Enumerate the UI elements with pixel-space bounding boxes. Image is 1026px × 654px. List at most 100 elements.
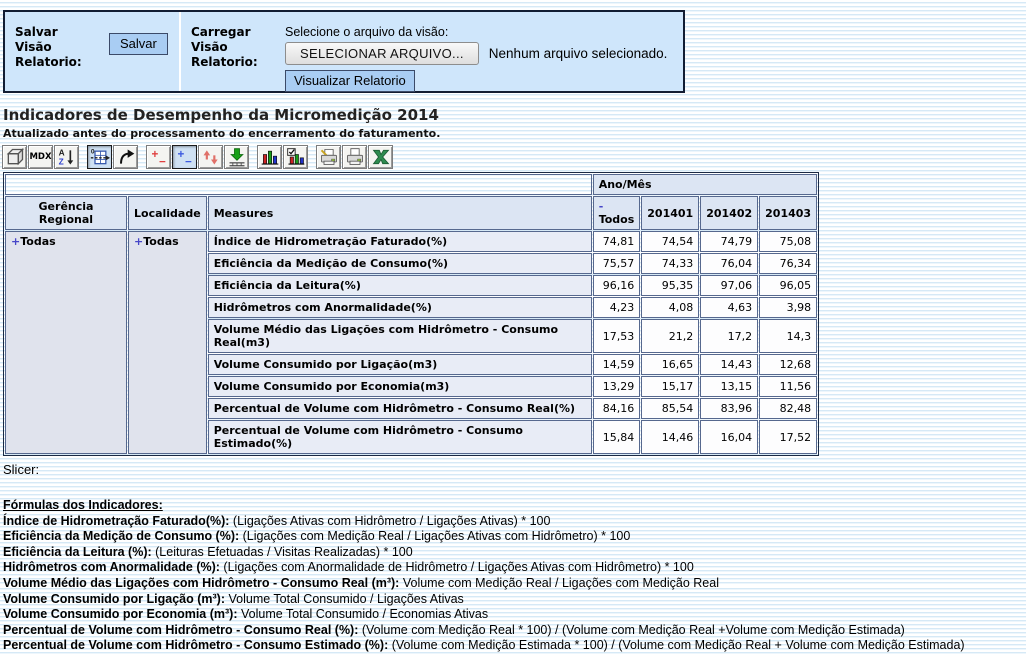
formula-line: Percentual de Volume com Hidrômetro - Co…	[3, 622, 905, 637]
cell-value: 14,46	[641, 420, 700, 454]
expand-icon[interactable]: +	[134, 235, 144, 248]
collapse-icon[interactable]: -	[598, 200, 602, 213]
header-measures: Measures	[207, 196, 592, 230]
measure-label: Eficiência da Leitura(%)	[207, 275, 592, 296]
cell-value: 95,35	[641, 275, 700, 296]
formulas-heading: Fórmulas dos Indicadores:	[3, 498, 163, 512]
pivot-table: Ano/Mês Gerência Regional Localidade Mea…	[3, 172, 820, 456]
show-empty-cells-icon: 0	[90, 147, 110, 167]
formula-line: Hidrômetros com Anormalidade (%): (Ligaç…	[3, 560, 694, 575]
cell-value: 11,56	[759, 376, 818, 397]
formula-line: Percentual de Volume com Hidrômetro - Co…	[3, 638, 965, 653]
cell-value: 4,08	[641, 297, 700, 318]
cell-value: 76,34	[759, 253, 818, 274]
measure-label: Volume Consumido por Economia(m3)	[207, 376, 592, 397]
cell-value: 4,23	[592, 297, 641, 318]
cell-value: 21,2	[641, 319, 700, 353]
row-member-gerencia[interactable]: +Todas	[5, 231, 127, 454]
header-todos: -Todos	[592, 196, 641, 230]
save-button[interactable]: Salvar	[109, 33, 168, 55]
drill-replace-button[interactable]	[198, 145, 223, 169]
print-pdf-button[interactable]	[342, 145, 367, 169]
cell-value: 14,43	[700, 354, 759, 375]
show-empty-cells-button[interactable]: 0	[87, 145, 112, 169]
save-view-label: Salvar Visão Relatorio:	[15, 25, 82, 69]
column-axis-header: Ano/Mês	[592, 174, 818, 195]
cell-value: 74,81	[592, 231, 641, 252]
svg-text:+: +	[177, 148, 184, 161]
cell-value: 75,57	[592, 253, 641, 274]
cell-value: 83,96	[700, 398, 759, 419]
cell-value: 96,16	[592, 275, 641, 296]
table-row: Percentual de Volume com Hidrômetro - Co…	[5, 420, 818, 454]
cell-value: 84,16	[592, 398, 641, 419]
save-load-panel: Salvar Visão Relatorio: Salvar Carregar …	[3, 10, 685, 93]
header-201402: 201402	[700, 196, 759, 230]
header-gerencia-regional: Gerência Regional	[5, 196, 127, 230]
show-chart-button[interactable]	[257, 145, 282, 169]
cell-value: 17,2	[700, 319, 759, 353]
cell-value: 4,63	[700, 297, 759, 318]
cell-value: 74,79	[700, 231, 759, 252]
page-subtitle: Atualizado antes do processamento do enc…	[3, 127, 441, 140]
svg-text:A: A	[58, 147, 64, 157]
table-row: Eficiência da Leitura(%) 96,16 95,35 97,…	[5, 275, 818, 296]
swap-axes-button[interactable]	[113, 145, 138, 169]
page-title: Indicadores de Desempenho da Micromediçã…	[3, 106, 439, 124]
file-prompt-label: Selecione o arquivo da visão:	[285, 25, 449, 39]
olap-navigator-button[interactable]	[2, 145, 27, 169]
formula-line: Índice de Hidrometração Faturado(%): (Li…	[3, 513, 551, 528]
view-report-button[interactable]: Visualizar Relatorio	[285, 70, 415, 92]
swap-axes-icon	[116, 147, 136, 167]
cell-value: 14,3	[759, 319, 818, 353]
select-file-button[interactable]: SELECIONAR ARQUIVO...	[285, 42, 479, 65]
cell-value: 3,98	[759, 297, 818, 318]
cell-value: 85,54	[641, 398, 700, 419]
svg-text:+: +	[151, 148, 158, 161]
formula-line: Volume Consumido por Economia (m³): Volu…	[3, 607, 489, 622]
drill-member-button[interactable]: + −	[146, 145, 171, 169]
table-row: Percentual de Volume com Hidrômetro - Co…	[5, 398, 818, 419]
measure-label: Percentual de Volume com Hidrômetro - Co…	[207, 398, 592, 419]
drill-through-icon	[227, 147, 247, 167]
drill-position-icon: + −	[175, 147, 195, 167]
drill-position-button[interactable]: + −	[172, 145, 197, 169]
drill-replace-icon	[201, 147, 221, 167]
svg-text:Z: Z	[58, 157, 63, 167]
formula-line: Eficiência da Leitura (%): (Leituras Efe…	[3, 544, 413, 559]
chart-config-button[interactable]	[283, 145, 308, 169]
row-member-localidade[interactable]: +Todas	[128, 231, 207, 454]
formula-line: Eficiência da Medição de Consumo (%): (L…	[3, 529, 631, 544]
table-row: Volume Médio das Ligações com Hidrômetro…	[5, 319, 818, 353]
mdx-icon: MDX	[29, 152, 52, 162]
header-201401: 201401	[641, 196, 700, 230]
header-localidade: Localidade	[128, 196, 207, 230]
load-view-label: Carregar Visão Relatorio:	[191, 25, 258, 69]
cell-value: 12,68	[759, 354, 818, 375]
excel-export-icon	[371, 147, 391, 167]
print-config-button[interactable]	[316, 145, 341, 169]
cell-value: 16,04	[700, 420, 759, 454]
mdx-editor-button[interactable]: MDX	[28, 145, 53, 169]
cell-value: 96,05	[759, 275, 818, 296]
table-row: Volume Consumido por Ligação(m3) 14,59 1…	[5, 354, 818, 375]
cube-icon	[5, 147, 25, 167]
table-row: Volume Consumido por Economia(m3) 13,29 …	[5, 376, 818, 397]
drill-through-button[interactable]	[224, 145, 249, 169]
expand-icon[interactable]: +	[11, 235, 21, 248]
cell-value: 17,52	[759, 420, 818, 454]
excel-export-button[interactable]	[368, 145, 393, 169]
chart-config-icon	[286, 147, 306, 167]
cell-value: 15,84	[592, 420, 641, 454]
svg-text:0: 0	[90, 149, 94, 156]
corner-cell	[5, 174, 592, 195]
cell-value: 13,15	[700, 376, 759, 397]
table-row: +Todas +Todas Índice de Hidrometração Fa…	[5, 231, 818, 454]
print-config-icon	[319, 147, 339, 167]
cell-value: 82,48	[759, 398, 818, 419]
cell-value: 74,33	[641, 253, 700, 274]
svg-text:−: −	[185, 155, 192, 167]
file-status-text: Nenhum arquivo selecionado.	[488, 46, 668, 61]
